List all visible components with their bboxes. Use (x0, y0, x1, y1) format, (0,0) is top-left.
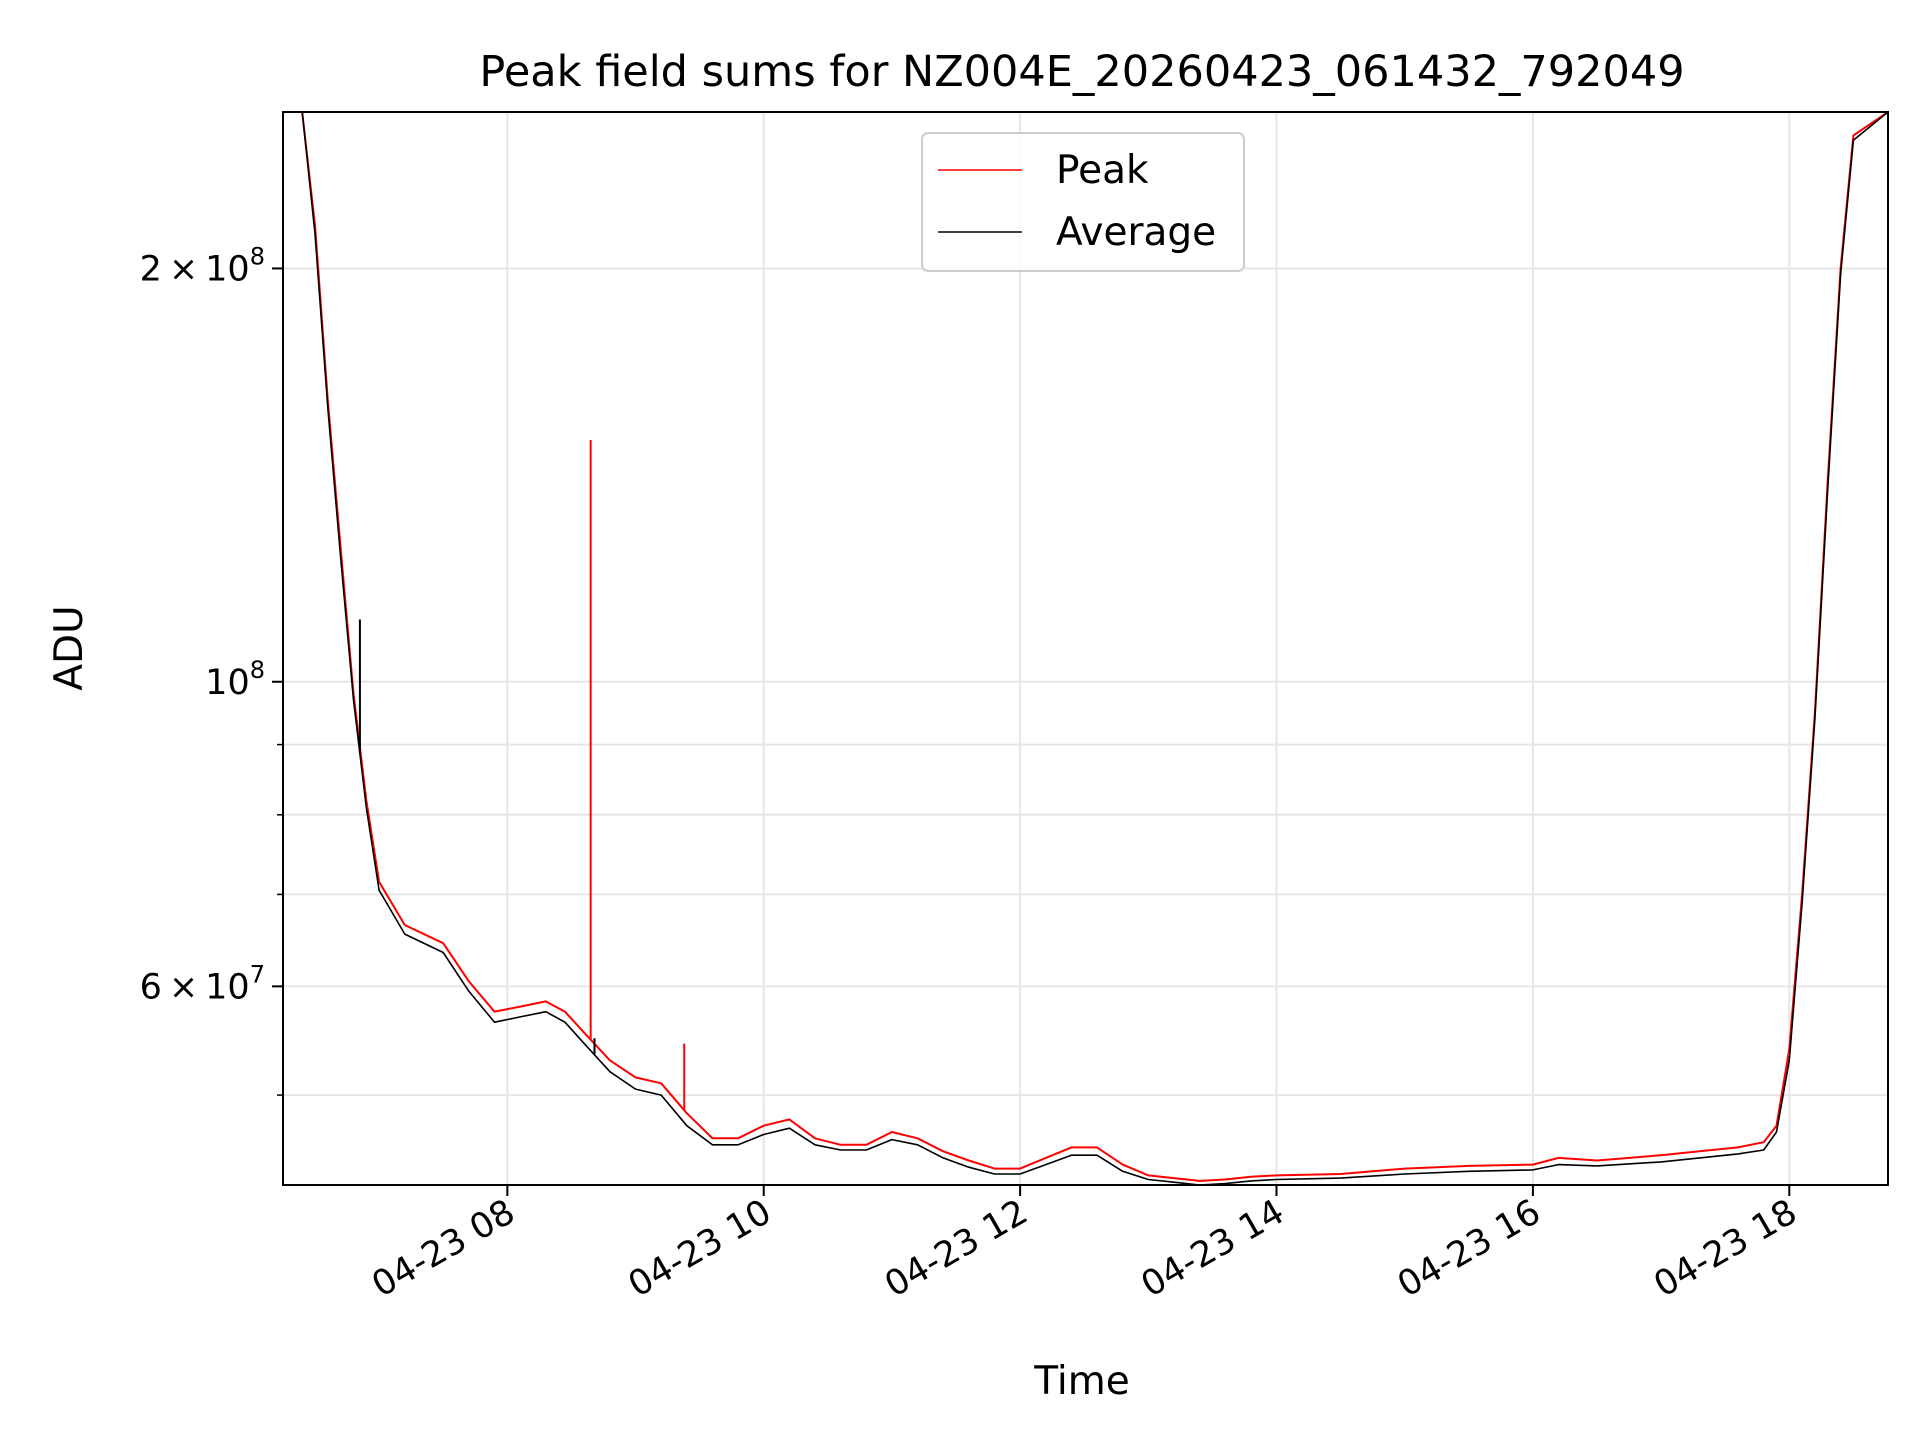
y-tick-label-1: 108 (205, 656, 265, 703)
y-tick-label-2: 2 × 108 (140, 242, 265, 289)
series-line-peak (283, 112, 1888, 1182)
data-series (283, 112, 1888, 1185)
legend: Peak Average (921, 132, 1245, 272)
legend-box (921, 132, 1245, 272)
y-axis: 6 × 107 108 2 × 108 (140, 242, 283, 1096)
legend-peak-label: Peak (1056, 148, 1149, 193)
y-tick-label-0: 6 × 107 (140, 960, 265, 1007)
legend-average-label: Average (1056, 210, 1216, 255)
plot-background (283, 112, 1888, 1185)
plot-frame (282, 111, 1889, 1186)
gridlines (283, 112, 1888, 1185)
series-group (283, 112, 1888, 1185)
y-axis-label: ADU (47, 605, 92, 690)
x-axis-label: Time (1033, 1359, 1129, 1404)
series-line-average (283, 112, 1888, 1185)
chart-title: Peak field sums for NZ004E_20260423_0614… (479, 47, 1684, 97)
